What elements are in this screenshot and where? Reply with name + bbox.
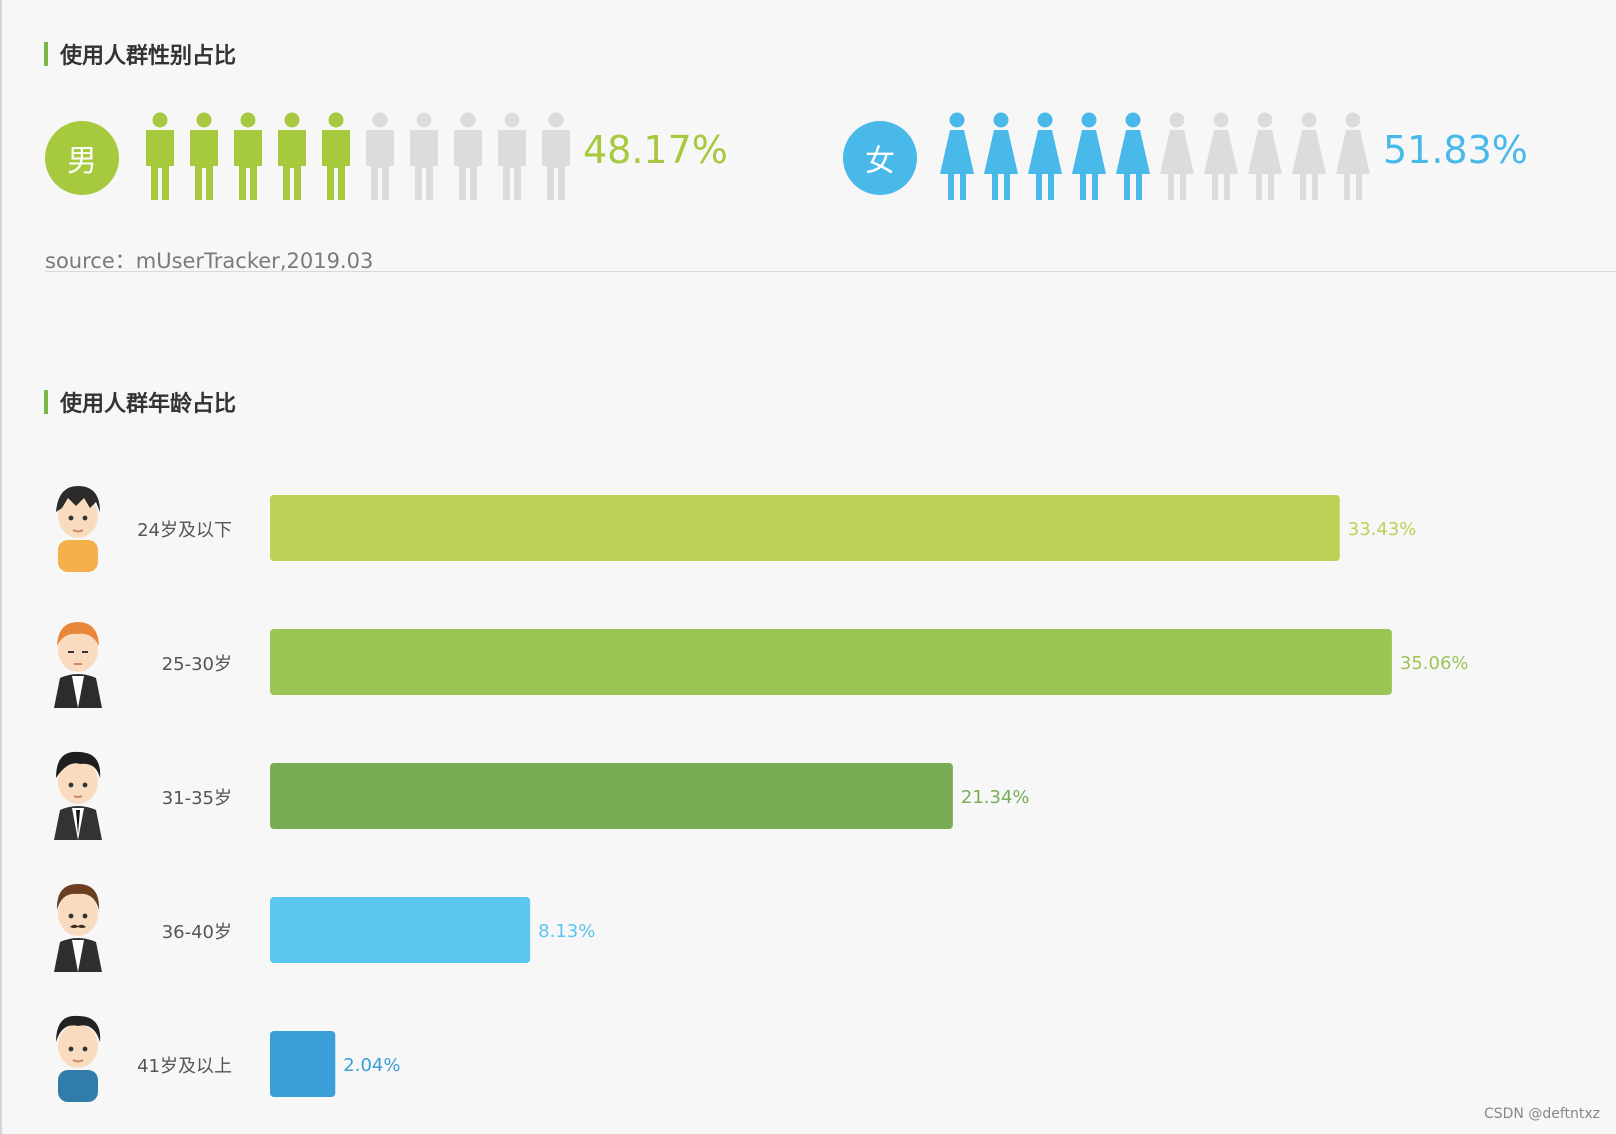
left-border xyxy=(0,0,2,1134)
male-person-filled-icon xyxy=(278,112,306,200)
title-accent-bar xyxy=(44,42,48,66)
female-person-filled-icon xyxy=(984,112,1018,200)
female-person-empty-icon xyxy=(1160,112,1194,200)
bar-value-label: 8.13% xyxy=(538,921,595,942)
male-person-filled-icon xyxy=(322,112,350,200)
female-person-filled-icon xyxy=(1028,112,1062,200)
female-icon-row xyxy=(935,112,1375,202)
female-person-empty-icon xyxy=(1292,112,1326,200)
age-bar xyxy=(270,1031,336,1097)
watermark: CSDN @deftntxz xyxy=(1483,1106,1600,1122)
age-category-label: 41岁及以上 xyxy=(137,1056,232,1077)
ginger-suit-avatar-icon xyxy=(54,622,102,708)
age-category-label: 24岁及以下 xyxy=(137,520,232,541)
male-person-filled-icon xyxy=(234,112,262,200)
male-person-filled-icon xyxy=(146,112,174,200)
age-section-title: 使用人群年龄占比 xyxy=(44,386,236,418)
bar-value-label: 21.34% xyxy=(961,787,1030,808)
male-person-empty-icon xyxy=(454,112,482,200)
female-person-empty-icon xyxy=(1204,112,1238,200)
female-person-filled-icon xyxy=(940,112,974,200)
age-bar xyxy=(270,897,531,963)
age-title-text: 使用人群年龄占比 xyxy=(60,392,237,417)
age-bar xyxy=(270,495,1340,561)
age-bar xyxy=(270,629,1392,695)
male-icon-row xyxy=(138,112,578,202)
older-person-avatar-icon xyxy=(56,1015,101,1102)
age-bar xyxy=(270,763,953,829)
male-person-empty-icon xyxy=(498,112,526,200)
title-accent-bar xyxy=(44,390,48,414)
age-bar-chart: 24岁及以下 33.43% 25-30岁 35.06% 31-35岁 21.34% 36-4… xyxy=(137,495,1469,1097)
female-badge: 女 xyxy=(843,121,917,195)
male-person-filled-icon xyxy=(190,112,218,200)
female-person-filled-icon xyxy=(1072,112,1106,200)
section-divider xyxy=(45,271,1616,272)
age-category-label: 25-30岁 xyxy=(162,654,232,675)
female-badge-text: 女 xyxy=(865,144,895,179)
source-note: source：mUserTracker,2019.03 xyxy=(45,249,374,273)
male-person-empty-icon xyxy=(542,112,570,200)
female-person-filled-icon xyxy=(1116,112,1150,200)
age-category-label: 31-35岁 xyxy=(162,788,232,809)
gender-section-title: 使用人群性别占比 xyxy=(44,38,236,70)
gender-title-text: 使用人群性别占比 xyxy=(60,44,237,69)
female-percent: 51.83% xyxy=(1383,128,1528,172)
young-person-avatar-icon xyxy=(56,486,100,572)
male-badge-text: 男 xyxy=(67,144,97,179)
male-badge: 男 xyxy=(45,121,119,195)
mustache-man-avatar-icon xyxy=(54,884,102,972)
female-person-empty-icon xyxy=(1336,112,1370,200)
male-person-empty-icon xyxy=(366,112,394,200)
female-person-empty-icon xyxy=(1248,112,1282,200)
bar-value-label: 35.06% xyxy=(1400,653,1469,674)
bar-value-label: 33.43% xyxy=(1348,519,1417,540)
businessman-avatar-icon xyxy=(54,751,102,840)
bar-value-label: 2.04% xyxy=(343,1055,400,1076)
male-percent: 48.17% xyxy=(583,128,728,172)
age-category-label: 36-40岁 xyxy=(162,922,232,943)
male-person-empty-icon xyxy=(410,112,438,200)
